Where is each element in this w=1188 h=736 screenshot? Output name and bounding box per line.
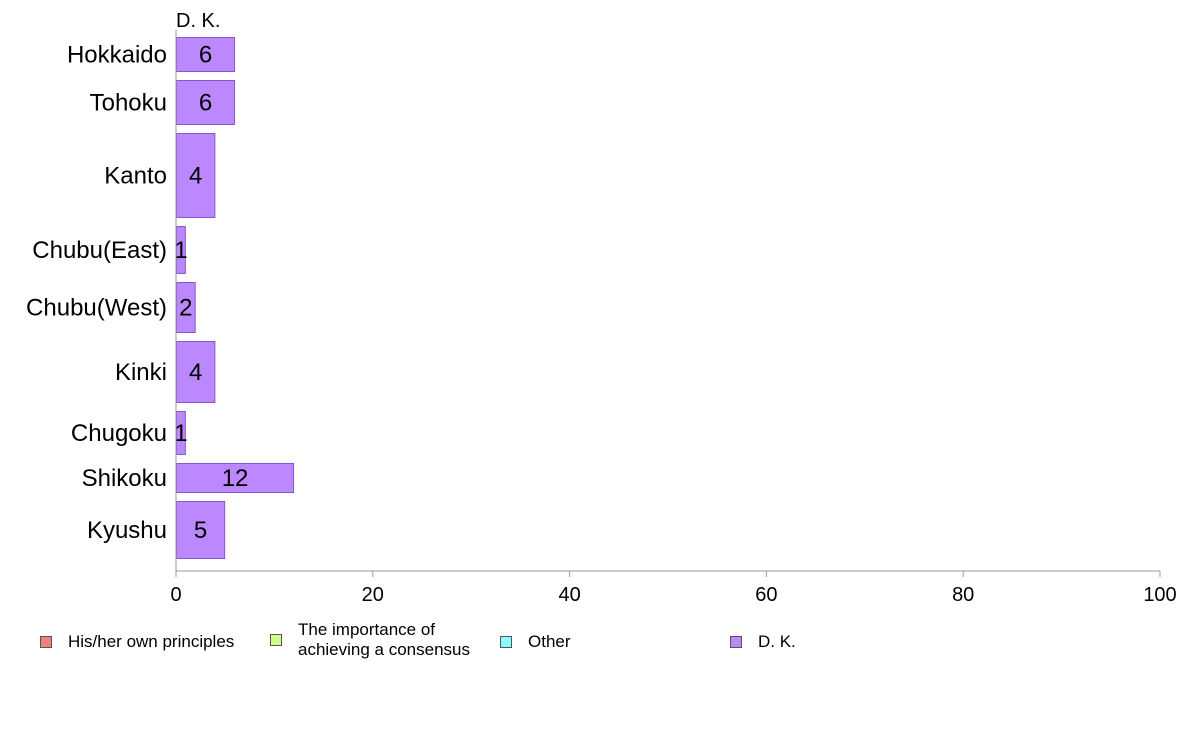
- legend-item-dk: D. K.: [730, 632, 796, 652]
- legend-label-dk: D. K.: [758, 632, 796, 651]
- x-tick-label-100: 100: [1143, 584, 1176, 606]
- category-label-kyushu: Kyushu: [87, 517, 167, 544]
- legend-item-other: Other: [500, 632, 571, 652]
- legend-swatch-consensus: [270, 634, 282, 646]
- legend-label-consensus: The importance of achieving a consensus: [298, 620, 471, 659]
- chart-title: D. K.: [176, 10, 220, 32]
- category-label-chubu-west: Chubu(West): [26, 295, 167, 322]
- legend-label-other: Other: [528, 632, 571, 651]
- bar-kanto: [176, 133, 216, 218]
- x-tick-label-20: 20: [362, 584, 384, 606]
- bar-kinki: [176, 341, 216, 403]
- data-label-tohoku: 6: [199, 90, 212, 117]
- category-label-chugoku: Chugoku: [71, 420, 167, 447]
- bar-chart: D. K. Hokkaido Tohoku Kanto Chubu(East) Chub…: [26, 10, 1177, 606]
- x-tick-label-60: 60: [755, 584, 777, 606]
- legend-label-principles: His/her own principles: [68, 632, 235, 651]
- bar-kyushu: [176, 501, 226, 559]
- legend-swatch-dk: [730, 636, 742, 648]
- data-label-kinki: 4: [189, 359, 202, 386]
- category-label-shikoku: Shikoku: [82, 465, 167, 492]
- category-label-kinki: Kinki: [115, 359, 167, 386]
- bar-hokkaido: [176, 37, 236, 72]
- x-tick-label-0: 0: [170, 584, 181, 606]
- legend-item-consensus: The importance of achieving a consensus: [270, 620, 498, 660]
- data-label-shikoku: 12: [222, 465, 249, 492]
- category-label-tohoku: Tohoku: [90, 90, 167, 117]
- category-label-hokkaido: Hokkaido: [67, 42, 167, 69]
- x-tick-label-80: 80: [952, 584, 974, 606]
- legend-swatch-principles: [40, 636, 52, 648]
- legend-swatch-other: [500, 636, 512, 648]
- data-label-kyushu: 5: [194, 517, 207, 544]
- legend: His/her own principles The importance of…: [0, 620, 1188, 670]
- category-label-chubu-east: Chubu(East): [32, 237, 167, 264]
- data-label-chubu-east: 1: [174, 237, 187, 264]
- data-label-chubu-west: 2: [179, 295, 192, 322]
- category-label-kanto: Kanto: [104, 163, 167, 190]
- legend-item-principles: His/her own principles: [40, 632, 234, 652]
- data-label-kanto: 4: [189, 163, 202, 190]
- bar-tohoku: [176, 80, 236, 125]
- data-label-hokkaido: 6: [199, 42, 212, 69]
- x-tick-label-40: 40: [558, 584, 580, 606]
- data-label-chugoku: 1: [174, 420, 187, 447]
